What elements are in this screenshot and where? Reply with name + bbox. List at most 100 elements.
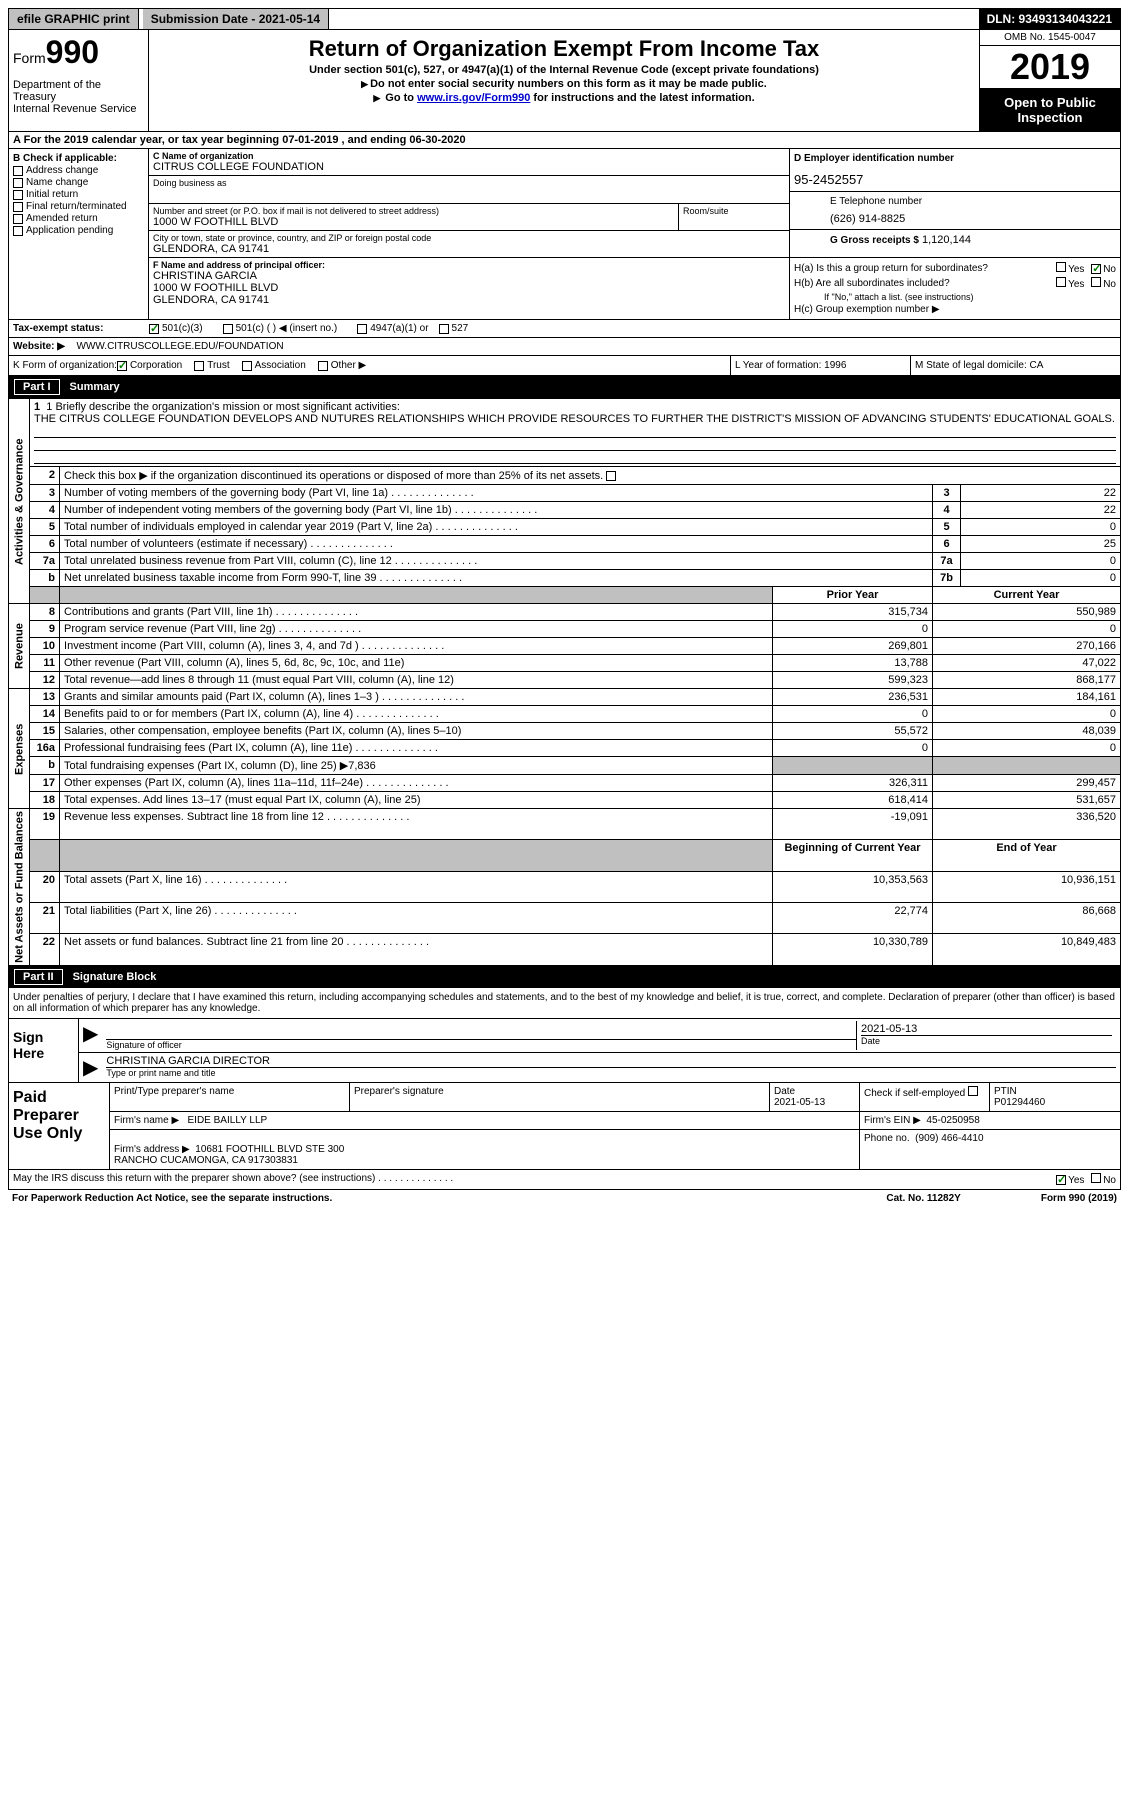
chk-name-change[interactable] xyxy=(13,178,23,188)
sig-arrow-icon-2: ▶ xyxy=(83,1055,98,1080)
paid-date-label: Date xyxy=(774,1086,855,1097)
l6: Total number of volunteers (estimate if … xyxy=(64,538,393,550)
m-label: M State of legal domicile: xyxy=(915,360,1027,371)
firm-ein-cell: Firm's EIN ▶ 45-0250958 xyxy=(860,1112,1120,1129)
ein-label: D Employer identification number xyxy=(794,153,1116,164)
name-title-label: Type or print name and title xyxy=(106,1067,1116,1078)
officer-signature-field[interactable]: Signature of officer xyxy=(106,1021,856,1050)
self-employed-cell: Check if self-employed xyxy=(860,1083,990,1111)
l7b: Net unrelated business taxable income fr… xyxy=(64,572,462,584)
summary-table: Activities & Governance 1 1 Briefly desc… xyxy=(8,398,1121,966)
activities-label: Activities & Governance xyxy=(9,399,30,604)
opt-527: 527 xyxy=(452,323,469,334)
l22: Net assets or fund balances. Subtract li… xyxy=(64,936,429,948)
v3: 22 xyxy=(961,485,1121,502)
chk-address-change[interactable] xyxy=(13,166,23,176)
l11: Other revenue (Part VIII, column (A), li… xyxy=(64,657,404,669)
l21: Total liabilities (Part X, line 26) xyxy=(64,905,297,917)
l10: Investment income (Part VIII, column (A)… xyxy=(64,640,444,652)
officer-name-title: CHRISTINA GARCIA DIRECTOR xyxy=(106,1055,1116,1067)
firm-addr-cell: Firm's address ▶ 10681 FOOTHILL BLVD STE… xyxy=(110,1130,860,1169)
chk-initial-return[interactable] xyxy=(13,190,23,200)
c11: 47,022 xyxy=(933,655,1121,672)
website-value: WWW.CITRUSCOLLEGE.EDU/FOUNDATION xyxy=(77,341,284,352)
chk-501c3[interactable] xyxy=(149,324,159,334)
discuss-no[interactable] xyxy=(1091,1173,1101,1183)
chk-final-return[interactable] xyxy=(13,202,23,212)
ha-yes[interactable] xyxy=(1056,262,1066,272)
print-name-cell: Print/Type preparer's name xyxy=(110,1083,350,1111)
firm-phone-cell: Phone no. (909) 466-4410 xyxy=(860,1130,1120,1169)
l1-text: 1 Briefly describe the organization's mi… xyxy=(46,401,400,413)
m-section: M State of legal domicile: CA xyxy=(910,356,1120,375)
hb-yes[interactable] xyxy=(1056,277,1066,287)
paid-date-cell: Date 2021-05-13 xyxy=(770,1083,860,1111)
chk-corporation[interactable] xyxy=(117,361,127,371)
sign-here-label: Sign Here xyxy=(9,1019,79,1082)
discuss-yes[interactable] xyxy=(1056,1175,1066,1185)
p19: -19,091 xyxy=(773,809,933,840)
l5: Total number of individuals employed in … xyxy=(64,521,518,533)
l-label: L Year of formation: xyxy=(735,360,821,371)
org-name: CITRUS COLLEGE FOUNDATION xyxy=(153,161,785,173)
chk-discontinued[interactable] xyxy=(606,471,616,481)
l4: Number of independent voting members of … xyxy=(64,504,537,516)
tax-year: 2019 xyxy=(980,46,1120,89)
p20: 10,353,563 xyxy=(773,871,933,902)
sub3-post: for instructions and the latest informat… xyxy=(530,92,754,104)
c22: 10,849,483 xyxy=(933,934,1121,965)
k-other: Other ▶ xyxy=(331,360,366,371)
gross-receipts-box: G Gross receipts $ 1,120,144 xyxy=(790,230,1120,250)
sig-date-value: 2021-05-13 xyxy=(861,1023,1112,1035)
begin-hdr: Beginning of Current Year xyxy=(773,840,933,871)
chk-4947[interactable] xyxy=(357,324,367,334)
subtitle-1: Under section 501(c), 527, or 4947(a)(1)… xyxy=(155,64,973,76)
chk-other[interactable] xyxy=(318,361,328,371)
paid-date-value: 2021-05-13 xyxy=(774,1097,855,1108)
efile-button[interactable]: efile GRAPHIC print xyxy=(9,9,139,29)
p15: 55,572 xyxy=(773,723,933,740)
sign-fields: ▶ Signature of officer 2021-05-13 Date ▶… xyxy=(79,1019,1120,1082)
chk-lbl-2: Initial return xyxy=(26,189,78,200)
sig-arrow-icon: ▶ xyxy=(83,1021,98,1050)
chk-501c[interactable] xyxy=(223,324,233,334)
part-ii-header: Part II Signature Block xyxy=(8,966,1121,988)
chk-self-employed[interactable] xyxy=(968,1086,978,1096)
chk-association[interactable] xyxy=(242,361,252,371)
l7a: Total unrelated business revenue from Pa… xyxy=(64,555,477,567)
chk-application-pending[interactable] xyxy=(13,226,23,236)
page-footer: For Paperwork Reduction Act Notice, see … xyxy=(8,1190,1121,1207)
header-left: Form990 Department of the Treasury Inter… xyxy=(9,30,149,131)
officer-value: CHRISTINA GARCIA 1000 W FOOTHILL BLVD GL… xyxy=(153,270,785,306)
tel-value: (626) 914-8825 xyxy=(830,213,1116,225)
irs-link[interactable]: www.irs.gov/Form990 xyxy=(417,92,530,104)
p16a: 0 xyxy=(773,740,933,757)
chk-527[interactable] xyxy=(439,324,449,334)
form-title: Return of Organization Exempt From Incom… xyxy=(155,36,973,62)
chk-amended[interactable] xyxy=(13,214,23,224)
c14: 0 xyxy=(933,706,1121,723)
l15: Salaries, other compensation, employee b… xyxy=(64,725,461,737)
ha-no[interactable] xyxy=(1091,264,1101,274)
h-section: H(a) Is this a group return for subordin… xyxy=(790,258,1120,319)
p8: 315,734 xyxy=(773,604,933,621)
gross-label: G Gross receipts $ xyxy=(830,235,919,246)
hb-note: If "No," attach a list. (see instruction… xyxy=(794,292,1116,302)
part-i-title: Summary xyxy=(70,381,120,393)
l3: Number of voting members of the governin… xyxy=(64,487,474,499)
v4: 22 xyxy=(961,502,1121,519)
officer-box: F Name and address of principal officer:… xyxy=(149,258,790,319)
mission-text: THE CITRUS COLLEGE FOUNDATION DEVELOPS A… xyxy=(34,413,1116,425)
form-prefix: Form xyxy=(13,50,46,66)
chk-trust[interactable] xyxy=(194,361,204,371)
p16b xyxy=(773,757,933,775)
org-name-box: C Name of organization CITRUS COLLEGE FO… xyxy=(149,149,789,176)
paid-preparer-label: Paid Preparer Use Only xyxy=(9,1083,109,1169)
sub3-pre: Go to xyxy=(385,92,417,104)
sig-declaration: Under penalties of perjury, I declare th… xyxy=(9,988,1120,1018)
v7b: 0 xyxy=(961,570,1121,587)
hb-no[interactable] xyxy=(1091,277,1101,287)
sig-label: Signature of officer xyxy=(106,1039,856,1050)
l2-text: Check this box ▶ if the organization dis… xyxy=(60,467,1121,485)
header-center: Return of Organization Exempt From Incom… xyxy=(149,30,980,131)
